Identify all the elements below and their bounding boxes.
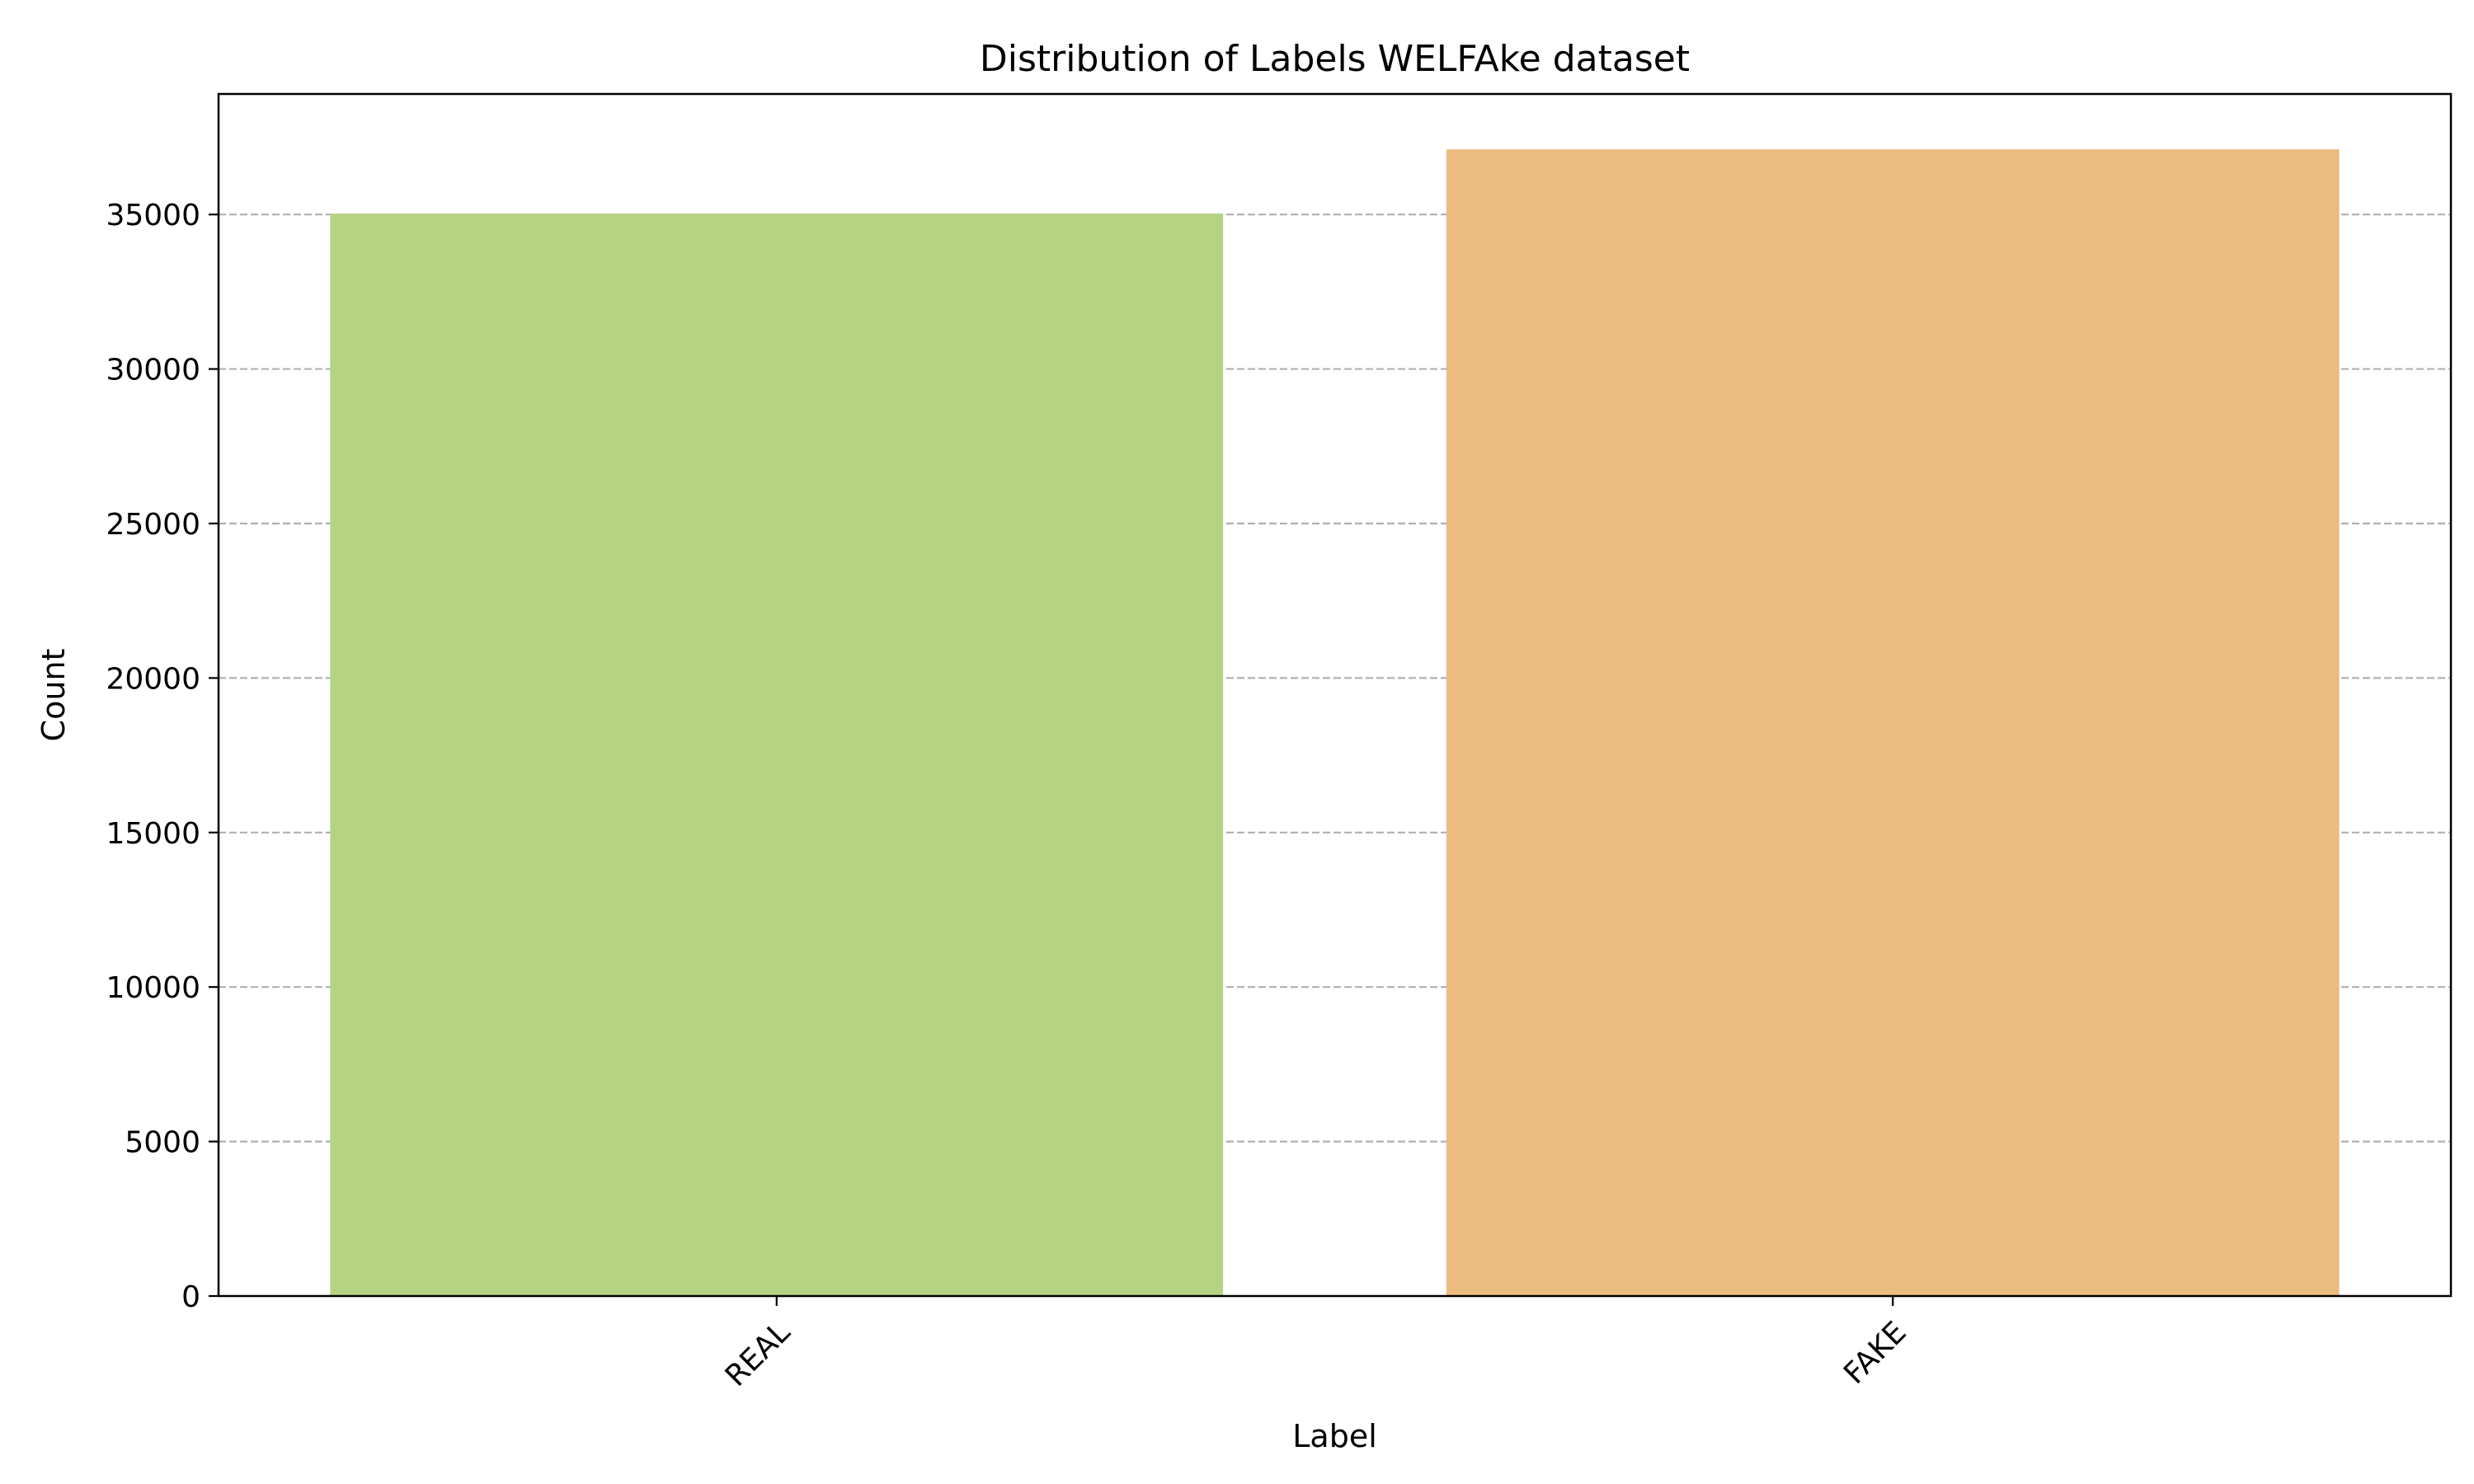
y-tick-label: 30000 bbox=[106, 354, 200, 387]
y-tick-label: 5000 bbox=[125, 1126, 200, 1160]
plot-frame bbox=[217, 92, 2453, 1298]
y-tick-label: 10000 bbox=[106, 971, 200, 1005]
y-tick-label: 35000 bbox=[106, 199, 200, 232]
bar-fake bbox=[1446, 149, 2340, 1296]
bar-real bbox=[330, 214, 1224, 1296]
y-axis-title: Count bbox=[35, 649, 72, 742]
chart-title: Distribution of Labels WELFAke dataset bbox=[980, 38, 1690, 80]
x-axis-title: Label bbox=[1292, 1418, 1377, 1454]
y-tick-label: 25000 bbox=[106, 508, 200, 542]
y-tick-label: 0 bbox=[181, 1280, 200, 1314]
y-tick-label: 15000 bbox=[106, 817, 200, 851]
bars bbox=[330, 149, 2340, 1296]
y-axis-ticks: 0 5000 10000 15000 20000 25000 30000 35000 bbox=[106, 199, 219, 1314]
y-tick-label: 20000 bbox=[106, 662, 200, 696]
